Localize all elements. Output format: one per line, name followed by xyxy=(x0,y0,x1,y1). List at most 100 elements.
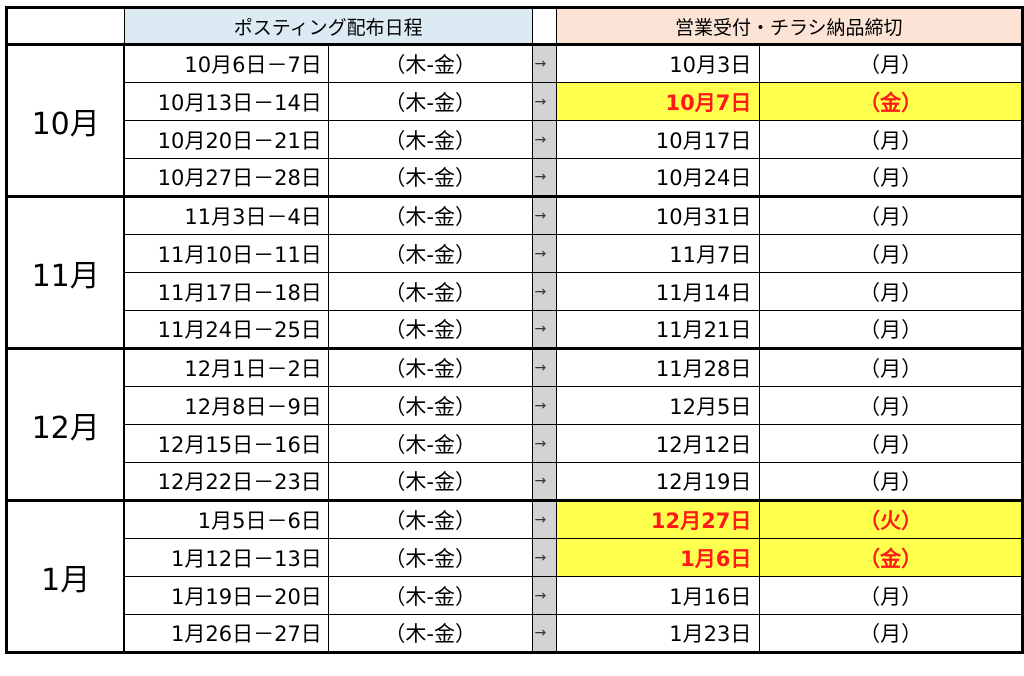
deadline-date: 1月23日 xyxy=(555,614,761,653)
posting-weekdays: （木-金） xyxy=(327,272,533,311)
posting-weekdays: （木-金） xyxy=(327,462,533,501)
posting-dates: 10月6日－7日 xyxy=(123,43,329,83)
posting-dates: 12月22日－23日 xyxy=(123,462,329,501)
deadline-weekday: （月） xyxy=(759,462,1023,501)
deadline-date: 12月19日 xyxy=(555,462,761,501)
posting-dates: 10月27日－28日 xyxy=(123,158,329,197)
deadline-date: 12月12日 xyxy=(555,424,761,463)
schedule-row: 10月27日－28日 （木-金） → 10月24日 （月） xyxy=(7,158,1023,197)
deadline-weekday: （月） xyxy=(759,310,1023,349)
posting-dates: 11月10日－11日 xyxy=(123,234,329,273)
posting-dates: 12月8日－9日 xyxy=(123,386,329,425)
deadline-weekday: （金） xyxy=(759,538,1023,577)
schedule-row: 11月24日－25日 （木-金） → 11月21日 （月） xyxy=(7,310,1023,349)
arrow-icon: → xyxy=(531,424,557,463)
header-corner-cell xyxy=(6,7,125,46)
posting-weekdays: （木-金） xyxy=(327,82,533,121)
arrow-icon: → xyxy=(531,462,557,501)
deadline-date: 10月31日 xyxy=(555,195,761,235)
arrow-icon: → xyxy=(531,234,557,273)
deadline-date: 11月7日 xyxy=(555,234,761,273)
deadline-weekday: （月） xyxy=(759,158,1023,197)
deadline-weekday: （月） xyxy=(759,614,1023,653)
header-separator-cell xyxy=(531,7,557,46)
posting-dates: 12月15日－16日 xyxy=(123,424,329,463)
schedule-table: ポスティング配布日程 営業受付・チラシ納品締切 10月 10月6日－7日 （木-金）… xyxy=(5,6,1024,654)
schedule-row: 11月 11月3日－4日 （木-金） → 10月31日 （月） xyxy=(6,195,1023,349)
posting-dates: 1月26日－27日 xyxy=(123,614,329,653)
arrow-icon: → xyxy=(531,43,557,83)
schedule-row: 11月17日－18日 （木-金） → 11月14日 （月） xyxy=(7,272,1023,311)
posting-weekdays: （木-金） xyxy=(327,424,533,463)
deadline-date: 1月16日 xyxy=(555,576,761,615)
arrow-icon: → xyxy=(531,347,557,387)
posting-schedule-header: ポスティング配布日程 xyxy=(123,7,533,46)
deadline-date: 1月6日 xyxy=(555,538,761,577)
schedule-row: 10月13日－14日 （木-金） → 10月7日 （金） xyxy=(7,82,1023,121)
deadline-weekday: （月） xyxy=(759,424,1023,463)
arrow-icon: → xyxy=(531,82,557,121)
header-row: ポスティング配布日程 営業受付・チラシ納品締切 xyxy=(6,7,1024,46)
arrow-icon: → xyxy=(531,386,557,425)
posting-dates: 1月12日－13日 xyxy=(123,538,329,577)
schedule-row: 12月15日－16日 （木-金） → 12月12日 （月） xyxy=(7,424,1023,463)
posting-weekdays: （木-金） xyxy=(327,195,533,235)
sales-deadline-header: 営業受付・チラシ納品締切 xyxy=(555,7,1024,46)
posting-weekdays: （木-金） xyxy=(327,158,533,197)
arrow-icon: → xyxy=(531,614,557,653)
posting-dates: 1月5日－6日 xyxy=(123,499,329,539)
month-label: 12月 xyxy=(6,347,126,501)
schedule-row: 12月8日－9日 （木-金） → 12月5日 （月） xyxy=(7,386,1023,425)
posting-weekdays: （木-金） xyxy=(327,499,533,539)
deadline-weekday: （月） xyxy=(759,43,1023,83)
deadline-weekday: （月） xyxy=(759,195,1023,235)
schedule-row: 12月 12月1日－2日 （木-金） → 11月28日 （月） xyxy=(6,347,1023,501)
month-label: 10月 xyxy=(6,43,126,197)
arrow-icon: → xyxy=(531,195,557,235)
posting-weekdays: （木-金） xyxy=(327,614,533,653)
deadline-date: 10月17日 xyxy=(555,120,761,159)
posting-weekdays: （木-金） xyxy=(327,386,533,425)
deadline-weekday: （金） xyxy=(759,82,1023,121)
deadline-weekday: （月） xyxy=(759,234,1023,273)
month-label: 1月 xyxy=(6,499,126,653)
schedule-row: 11月10日－11日 （木-金） → 11月7日 （月） xyxy=(7,234,1023,273)
arrow-icon: → xyxy=(531,538,557,577)
posting-weekdays: （木-金） xyxy=(327,576,533,615)
posting-weekdays: （木-金） xyxy=(327,538,533,577)
posting-weekdays: （木-金） xyxy=(327,347,533,387)
deadline-date: 10月7日 xyxy=(555,82,761,121)
schedule-row: 1月12日－13日 （木-金） → 1月6日 （金） xyxy=(7,538,1023,577)
deadline-date: 11月14日 xyxy=(555,272,761,311)
schedule-row: 1月 1月5日－6日 （木-金） → 12月27日 （火） xyxy=(6,499,1023,653)
month-label: 11月 xyxy=(6,195,126,349)
deadline-date: 10月3日 xyxy=(555,43,761,83)
deadline-weekday: （火） xyxy=(759,499,1023,539)
schedule-row: 10月20日－21日 （木-金） → 10月17日 （月） xyxy=(7,120,1023,159)
posting-dates: 11月24日－25日 xyxy=(123,310,329,349)
schedule-row: 1月19日－20日 （木-金） → 1月16日 （月） xyxy=(7,576,1023,615)
arrow-icon: → xyxy=(531,576,557,615)
schedule-row: 12月22日－23日 （木-金） → 12月19日 （月） xyxy=(7,462,1023,501)
deadline-weekday: （月） xyxy=(759,347,1023,387)
posting-dates: 11月3日－4日 xyxy=(123,195,329,235)
posting-dates: 12月1日－2日 xyxy=(123,347,329,387)
posting-weekdays: （木-金） xyxy=(327,120,533,159)
schedule-row: 10月 10月6日－7日 （木-金） → 10月3日 （月） xyxy=(6,43,1023,197)
arrow-icon: → xyxy=(531,272,557,311)
arrow-icon: → xyxy=(531,499,557,539)
posting-dates: 1月19日－20日 xyxy=(123,576,329,615)
schedule-row: 1月26日－27日 （木-金） → 1月23日 （月） xyxy=(7,614,1023,653)
arrow-icon: → xyxy=(531,158,557,197)
deadline-date: 12月27日 xyxy=(555,499,761,539)
deadline-weekday: （月） xyxy=(759,272,1023,311)
posting-dates: 10月20日－21日 xyxy=(123,120,329,159)
deadline-date: 11月21日 xyxy=(555,310,761,349)
arrow-icon: → xyxy=(531,120,557,159)
posting-weekdays: （木-金） xyxy=(327,234,533,273)
deadline-weekday: （月） xyxy=(759,576,1023,615)
posting-dates: 11月17日－18日 xyxy=(123,272,329,311)
deadline-weekday: （月） xyxy=(759,386,1023,425)
arrow-icon: → xyxy=(531,310,557,349)
posting-dates: 10月13日－14日 xyxy=(123,82,329,121)
